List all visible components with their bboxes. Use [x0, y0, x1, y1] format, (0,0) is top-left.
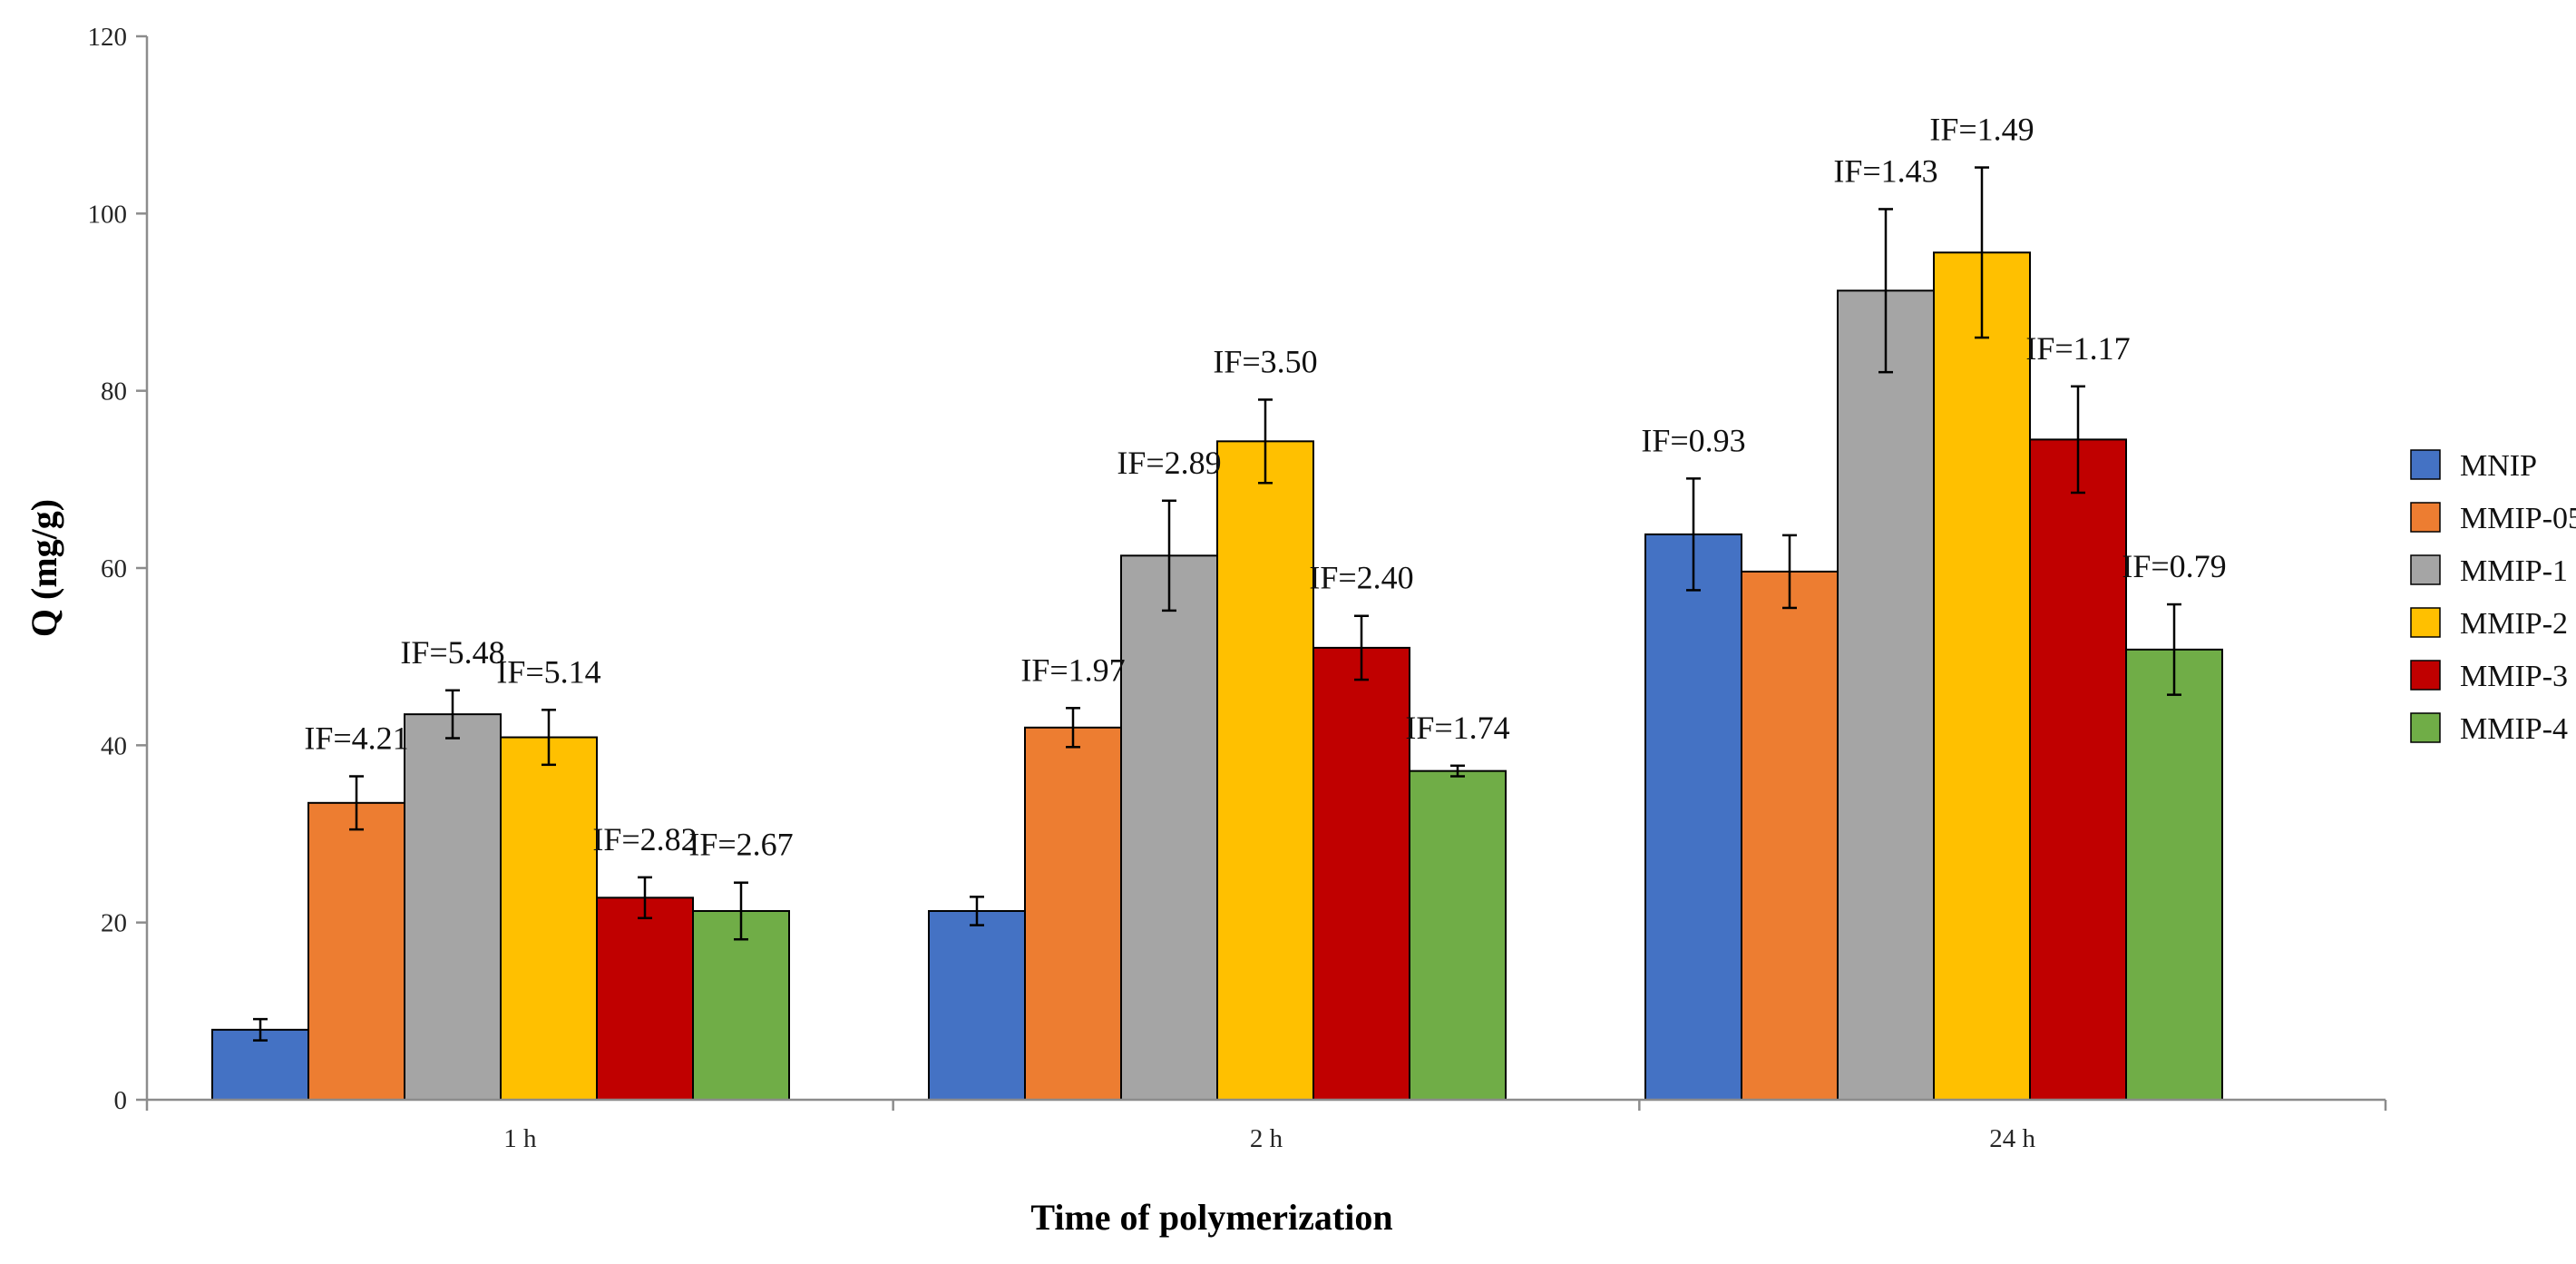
legend-swatch	[2410, 660, 2441, 691]
x-axis-ticks: 1 h 2 h 24 h	[145, 1100, 2387, 1153]
bar	[1644, 533, 1742, 1101]
if-data-label: IF=1.49	[1929, 112, 2034, 148]
bar	[596, 897, 694, 1101]
if-data-label: IF=1.43	[1833, 152, 1937, 189]
legend-label: MMIP-3	[2460, 660, 2568, 693]
bar	[1741, 570, 1839, 1101]
if-data-label: IF=3.50	[1213, 343, 1317, 379]
if-data-label: IF=1.17	[2025, 330, 2130, 367]
bar	[2029, 438, 2127, 1101]
legend-swatch	[2410, 554, 2441, 585]
legend-swatch	[2410, 502, 2441, 533]
legend-label: MMIP-05	[2460, 502, 2576, 535]
legend-label: MNIP	[2460, 449, 2537, 483]
if-data-label: IF=0.93	[1641, 422, 1745, 458]
if-data-label: IF=1.97	[1020, 652, 1125, 688]
bar	[1216, 440, 1314, 1101]
y-tick-label: 60	[101, 554, 127, 583]
if-data-label: IF=2.89	[1117, 445, 1221, 481]
bar	[1933, 251, 2031, 1102]
bar	[404, 713, 502, 1102]
y-tick-label: 80	[101, 377, 127, 407]
if-data-label: IF=0.79	[2122, 548, 2226, 584]
x-tick-label: 24 h	[1989, 1124, 2035, 1153]
bar	[307, 801, 405, 1101]
error-bars	[253, 166, 2181, 1042]
if-data-label: IF=2.40	[1309, 560, 1413, 596]
if-data-label: IF=2.82	[592, 821, 697, 857]
y-tick-label: 120	[88, 23, 128, 52]
bar	[1837, 289, 1935, 1101]
legend-swatch	[2410, 712, 2441, 743]
bar	[2125, 648, 2223, 1101]
legend: MNIP MMIP-05 MMIP-1 MMIP-2 MMIP-3 MMIP-4	[2410, 449, 2576, 746]
bar	[928, 909, 1026, 1101]
y-axis-ticks: 0 20 40 60 80 100 120	[88, 23, 147, 1115]
if-data-label: IF=1.74	[1405, 710, 1509, 746]
if-data-label: IF=5.48	[400, 634, 504, 671]
y-tick-label: 20	[101, 909, 127, 938]
bars	[211, 251, 2223, 1102]
if-data-label: IF=5.14	[496, 653, 600, 690]
bar	[1312, 646, 1410, 1102]
y-tick-label: 40	[101, 731, 127, 760]
legend-label: MMIP-2	[2460, 607, 2568, 641]
legend-label: MMIP-4	[2460, 712, 2568, 746]
y-axis-title: Q (mg/g)	[24, 499, 64, 637]
if-data-label: IF=4.21	[304, 720, 408, 757]
y-tick-label: 100	[88, 200, 128, 229]
if-data-label: IF=2.67	[688, 827, 793, 863]
bar	[1409, 769, 1507, 1101]
y-tick-label: 0	[114, 1086, 128, 1115]
legend-label: MMIP-1	[2460, 554, 2568, 588]
x-tick-label: 1 h	[503, 1124, 537, 1153]
legend-swatch	[2410, 449, 2441, 480]
bar	[1024, 726, 1122, 1101]
x-tick-label: 2 h	[1250, 1124, 1283, 1153]
bar	[1120, 554, 1218, 1101]
x-axis-title: Time of polymerization	[1030, 1197, 1392, 1238]
legend-swatch	[2410, 607, 2441, 638]
bar	[500, 736, 598, 1101]
